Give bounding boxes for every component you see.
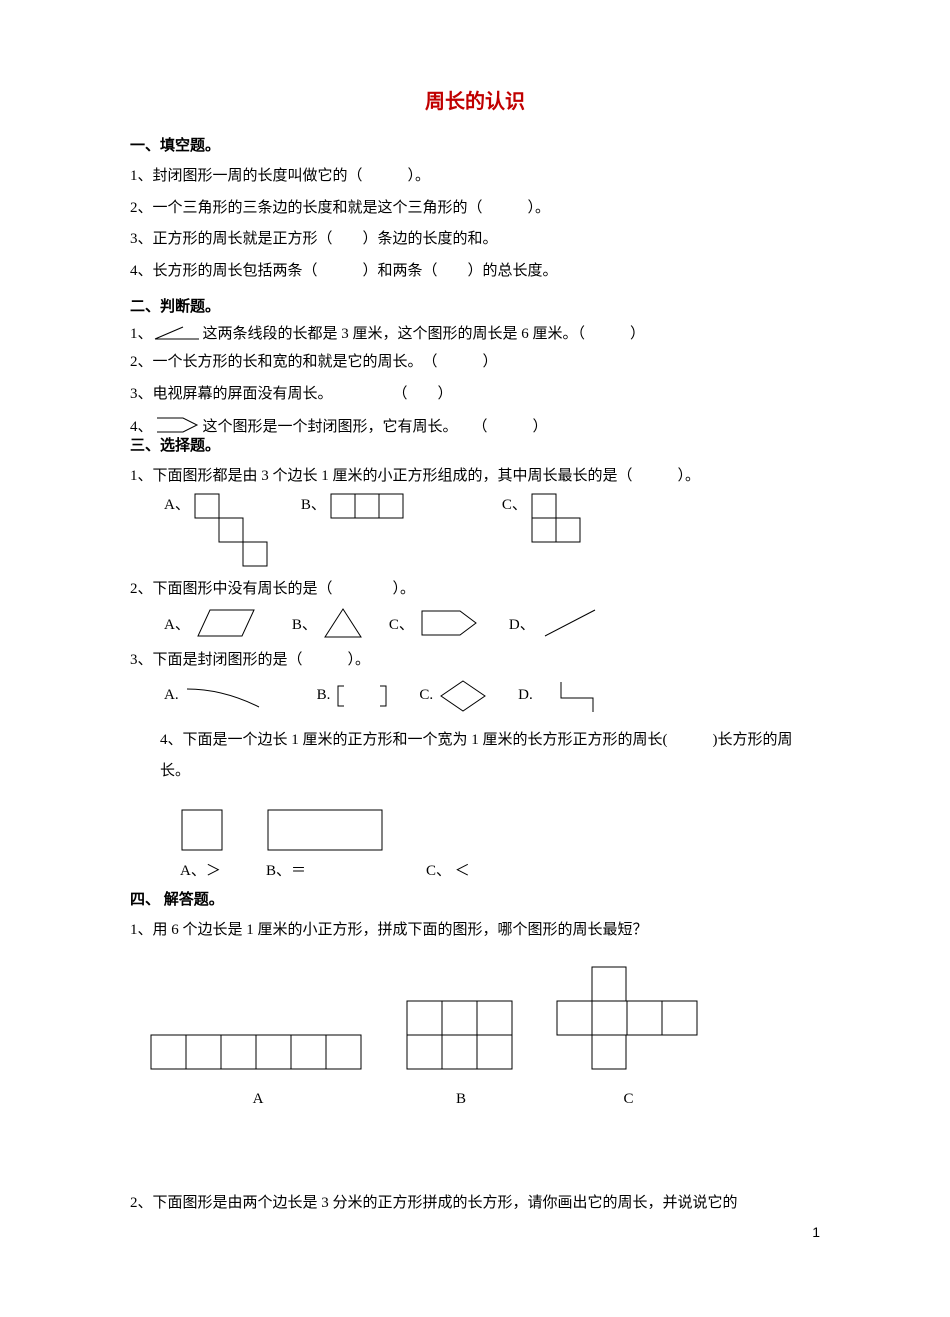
s2-q2: 2、一个长方形的长和宽的和就是它的周长。 （ ） bbox=[130, 347, 820, 379]
s1-q2: 2、一个三角形的三条边的长度和就是这个三角形的（ ）。 bbox=[130, 193, 820, 225]
s3-q4-shapes: A、＞ B、＝ C、 ＜ bbox=[180, 808, 820, 880]
s3-q1-options: A、 B、 C、 bbox=[160, 493, 820, 568]
page-number: 1 bbox=[812, 1224, 820, 1240]
s2-q4-row: 4、 这个图形是一个封闭图形，它有周长。 （ ） bbox=[130, 414, 820, 436]
s2-q3: 3、电视屏幕的屏面没有周长。 （ ） bbox=[130, 379, 820, 411]
diag3-squares-icon bbox=[194, 493, 272, 568]
s2-q4-prefix: 4、 bbox=[130, 415, 153, 436]
triangle-icon bbox=[321, 605, 365, 641]
s3-q1-optB-label: B、 bbox=[297, 493, 330, 514]
grid2x3-squares-icon bbox=[406, 1000, 516, 1072]
s3-q3-optD-label: D. bbox=[514, 687, 537, 704]
s1-q1: 1、封闭图形一周的长度叫做它的（ ）。 bbox=[130, 161, 820, 193]
s3-q1: 1、下面图形都是由 3 个边长 1 厘米的小正方形组成的，其中周长最长的是（ ）… bbox=[130, 461, 820, 493]
s4-q1-shapes: A B C bbox=[150, 966, 820, 1108]
tshape-squares-icon bbox=[556, 966, 701, 1072]
s3-q4: 4、下面是一个边长 1 厘米的正方形和一个宽为 1 厘米的长方形正方形的周长( … bbox=[130, 725, 820, 788]
s3-q4-optB: B、＝ bbox=[266, 859, 386, 880]
s1-q4: 4、长方形的周长包括两条（ ）和两条（ ）的总长度。 bbox=[130, 256, 820, 288]
brackets-icon bbox=[334, 682, 390, 710]
angle-shape-icon bbox=[153, 324, 203, 342]
s2-q4-text: 这个图形是一个封闭图形，它有周长。 （ ） bbox=[203, 415, 548, 436]
s3-q2-optB-label: B、 bbox=[288, 613, 321, 634]
s4-q2: 2、下面图形是由两个边长是 3 分米的正方形拼成的长方形，请你画出它的周长，并说… bbox=[130, 1188, 820, 1220]
s2-q1-row: 1、 这两条线段的长都是 3 厘米，这个图形的周长是 6 厘米。（ ） bbox=[130, 322, 820, 343]
lshape-squares-icon bbox=[531, 493, 585, 545]
diag-line-icon bbox=[539, 606, 599, 640]
section1-heading: 一、填空题。 bbox=[130, 134, 820, 155]
diamond-icon bbox=[437, 677, 489, 715]
s3-q1-optC-label: C、 bbox=[498, 493, 531, 514]
section4-heading: 四、 解答题。 bbox=[130, 888, 820, 909]
row3-squares-icon bbox=[330, 493, 408, 521]
step-line-icon bbox=[537, 678, 597, 714]
s3-q4-optC: C、 ＜ bbox=[426, 863, 470, 879]
s2-q1-prefix: 1、 bbox=[130, 322, 153, 343]
arrow-open-shape-icon bbox=[153, 414, 203, 436]
s3-q3-optB-label: B. bbox=[313, 687, 335, 704]
s3-q4-optA: A、＞ bbox=[180, 859, 226, 880]
s3-q2-optA-label: A、 bbox=[160, 613, 194, 634]
s3-q2: 2、下面图形中没有周长的是（ ）。 bbox=[130, 574, 820, 606]
s4-q1-labelA: A bbox=[150, 1091, 366, 1108]
rectangle-shape-icon bbox=[266, 808, 386, 854]
s1-q3: 3、正方形的周长就是正方形（ ）条边的长度的和。 bbox=[130, 224, 820, 256]
s3-q2-options: A、 B、 C、 D、 bbox=[160, 605, 820, 641]
s3-q1-optA-label: A、 bbox=[160, 493, 194, 514]
s3-q3: 3、下面是封闭图形的是（ ）。 bbox=[130, 645, 820, 677]
s3-q3-options: A. B. C. D. bbox=[160, 677, 820, 715]
section2-heading: 二、判断题。 bbox=[130, 295, 820, 316]
s3-q3-optA-label: A. bbox=[160, 687, 183, 704]
section3-heading: 三、选择题。 bbox=[130, 434, 820, 455]
page-title: 周长的认识 bbox=[130, 85, 820, 114]
s4-q1-labelC: C bbox=[556, 1091, 701, 1108]
row6-squares-icon bbox=[150, 1034, 366, 1072]
curve-icon bbox=[183, 683, 263, 709]
s2-q1-text: 这两条线段的长都是 3 厘米，这个图形的周长是 6 厘米。（ ） bbox=[203, 322, 646, 343]
pentagon-arrow-icon bbox=[418, 606, 480, 640]
s3-q2-optC-label: C、 bbox=[385, 613, 418, 634]
parallelogram-icon bbox=[194, 606, 258, 640]
s4-q1: 1、用 6 个边长是 1 厘米的小正方形，拼成下面的图形，哪个图形的周长最短？ bbox=[130, 915, 820, 947]
s4-q1-labelB: B bbox=[406, 1091, 516, 1108]
s3-q2-optD-label: D、 bbox=[505, 613, 539, 634]
s3-q3-optC-label: C. bbox=[415, 687, 437, 704]
square-shape-icon bbox=[180, 808, 226, 854]
